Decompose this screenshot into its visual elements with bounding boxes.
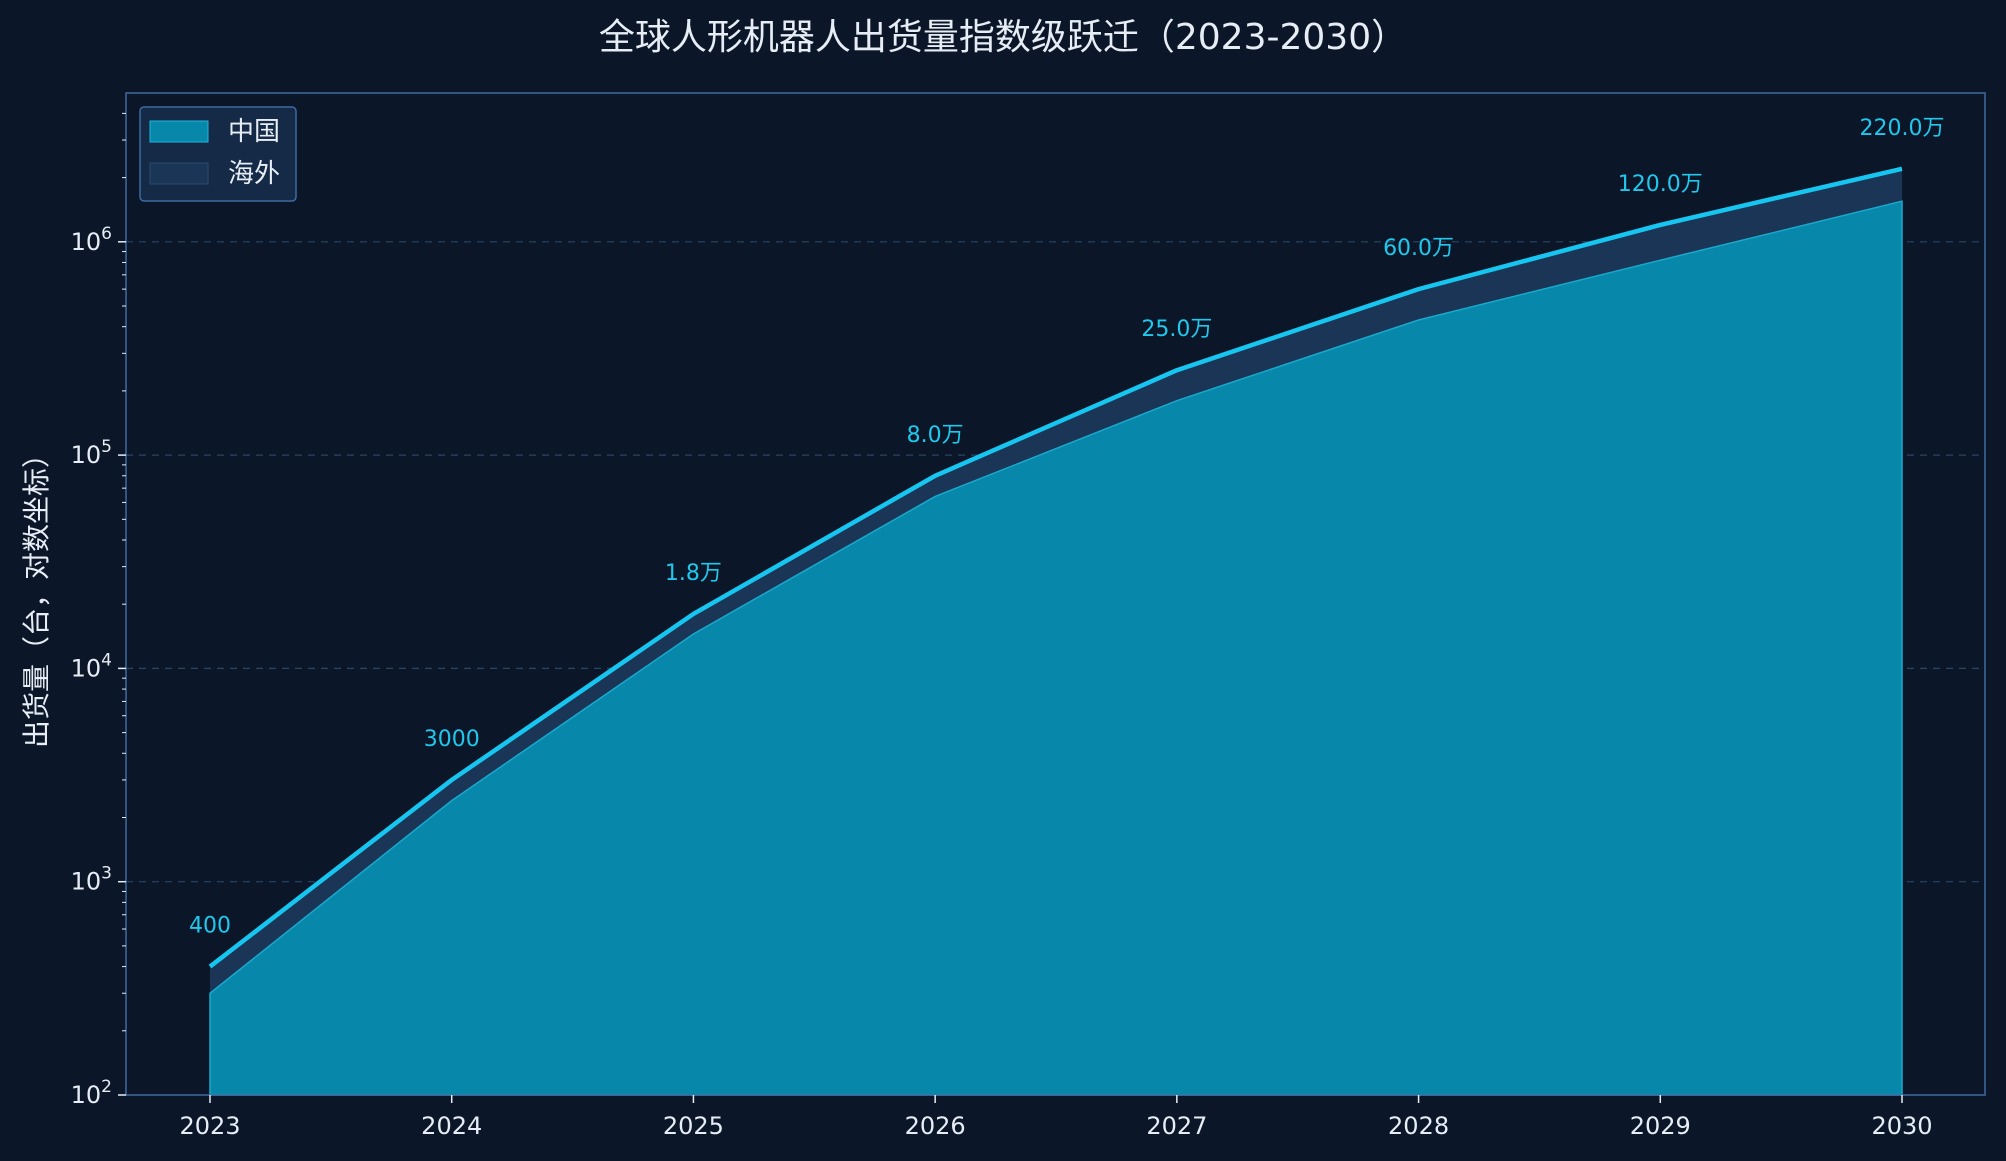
total-line-path <box>208 166 1903 969</box>
data-label: 400 <box>189 914 231 939</box>
data-label: 25.0万 <box>1141 317 1212 342</box>
data-label: 3000 <box>424 727 480 752</box>
legend-label-overseas: 海外 <box>228 159 280 189</box>
data-label: 120.0万 <box>1618 172 1703 197</box>
x-tick-label: 2030 <box>1871 1112 1932 1140</box>
legend-swatch-china <box>149 120 209 143</box>
y-tick-label: 106 <box>71 224 112 256</box>
y-axis-label: 出货量（台，对数坐标） <box>20 440 53 748</box>
x-tick-label: 2023 <box>179 1112 240 1140</box>
x-tick-label: 2026 <box>905 1112 966 1140</box>
total-line <box>208 166 1903 969</box>
legend: 中国 海外 <box>139 106 297 202</box>
x-axis: 2023 2024 2025 2026 2027 2028 2029 2030 <box>179 1095 1933 1140</box>
y-tick-label: 104 <box>71 650 112 682</box>
plot-frame <box>125 92 1986 1096</box>
y-tick-label: 103 <box>71 864 112 896</box>
x-tick-label: 2025 <box>663 1112 724 1140</box>
legend-label-china: 中国 <box>228 117 280 147</box>
data-label: 1.8万 <box>665 561 722 586</box>
data-labels: 400 3000 1.8万 8.0万 25.0万 60.0万 120.0万 220.0万 <box>189 116 1944 939</box>
data-label: 220.0万 <box>1860 116 1945 141</box>
x-tick-label: 2028 <box>1388 1112 1449 1140</box>
x-tick-label: 2024 <box>421 1112 482 1140</box>
legend-swatch-overseas <box>149 162 209 185</box>
y-tick-label: 105 <box>71 437 112 469</box>
y-tick-label: 102 <box>71 1077 112 1109</box>
y-axis: 102 103 104 105 106 <box>71 112 126 1109</box>
x-tick-label: 2027 <box>1146 1112 1207 1140</box>
x-tick-label: 2029 <box>1630 1112 1691 1140</box>
data-label: 60.0万 <box>1383 236 1454 261</box>
data-label: 8.0万 <box>907 423 964 448</box>
chart-title: 全球人形机器人出货量指数级跃迁（2023-2030） <box>599 17 1407 58</box>
